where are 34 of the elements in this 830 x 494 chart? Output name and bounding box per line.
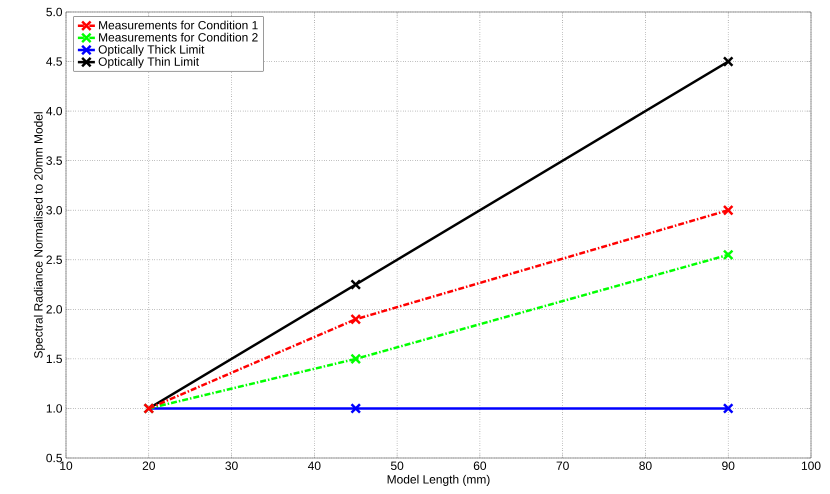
point [350,314,362,325]
y-tick-label: 1.5 [46,354,62,364]
point [722,56,734,68]
y-tick-label: 2.0 [46,305,62,314]
legend-label: Measurements for Condition 2 [99,32,258,42]
x-tick-label: 80 [639,462,652,470]
x-tick-label: 40 [308,462,321,470]
point [350,353,362,364]
x-tick-label: 20 [142,462,155,470]
x-tick-label: 90 [722,462,734,470]
y-axis-title: Spectral Radiance Normalised to 20mm Model [34,112,46,358]
x-tick-label: 70 [556,462,569,470]
x-tick-label: 100 [802,462,821,470]
point [722,249,734,260]
x-tick-label: 60 [474,462,486,470]
point [722,204,734,216]
y-tick-label: 0.5 [46,454,62,462]
y-tick-label: 1.0 [46,404,62,413]
point [350,402,362,414]
point [350,279,362,290]
x-tick-label: 50 [390,462,404,470]
y-tick-label: 4.5 [46,57,62,66]
x-tick-label: 30 [225,462,238,470]
x-tick-label: 10 [60,462,72,470]
y-tick-label: 3.5 [46,156,62,165]
legend-label: Optically Thick Limit [98,44,204,56]
point [722,402,734,414]
y-tick-label: 5.0 [46,8,62,16]
y-tick-label: 2.5 [46,256,62,264]
y-tick-label: 3.0 [46,206,62,214]
legend-label: Measurements for Condition 1 [99,20,258,30]
x-axis-title: Model Length (mm) [388,474,490,486]
legend-label: Optically Thin Limit [98,57,199,68]
y-tick-label: 4.0 [46,106,62,116]
